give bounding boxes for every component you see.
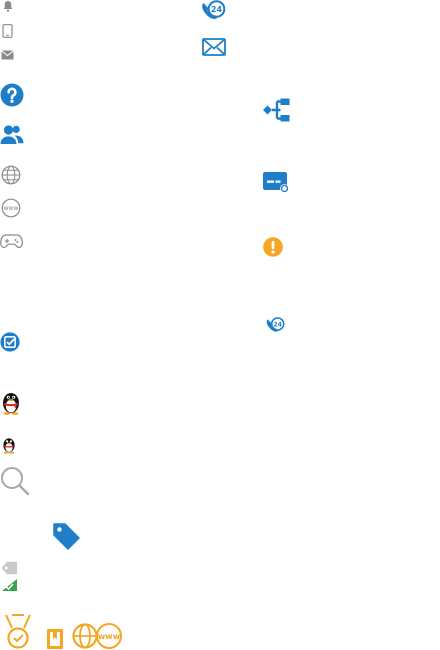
tag-check-icon [1,578,18,592]
bell-icon [2,0,14,12]
www-label: www [4,205,19,212]
www-circle-icon[interactable]: www [1,198,21,218]
globe-www-label: www [98,632,121,641]
phone-24h-small-label: 24 [273,321,282,328]
warning-circle-icon [263,237,283,257]
phone-24h-icon[interactable]: 24 [200,0,226,22]
qq-penguin-icon[interactable] [1,390,21,415]
mobile-phone-icon [2,24,13,38]
qq-penguin-small-icon[interactable] [2,436,16,454]
globe-www-icon: www [72,622,124,650]
payment-card-icon[interactable] [262,170,290,194]
phone-24h-label: 24 [211,5,223,14]
phone-24h-small-icon[interactable]: 24 [265,317,285,334]
price-tag-icon[interactable] [52,522,81,551]
org-tree-icon[interactable] [262,98,290,122]
medal-icon [0,614,36,650]
mail-outline-icon[interactable] [202,38,226,56]
globe-icon[interactable] [1,165,21,185]
bookmark-book-icon [45,628,65,650]
search-icon[interactable] [0,466,30,496]
checkbox-circle-icon[interactable] [0,332,20,352]
envelope-icon [1,50,14,60]
price-tag-grey-icon [1,561,18,575]
users-icon[interactable] [0,123,24,147]
question-circle-icon[interactable] [0,83,24,107]
gamepad-icon[interactable] [0,233,23,249]
